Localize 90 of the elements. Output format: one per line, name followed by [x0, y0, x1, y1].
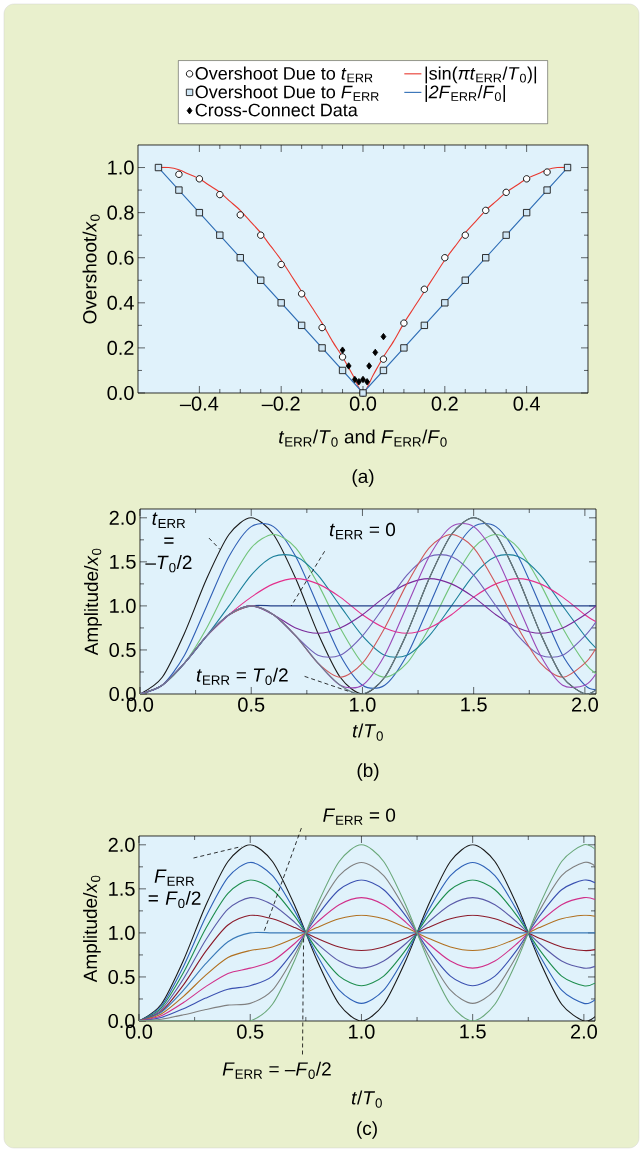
- point: [461, 276, 469, 284]
- point: [543, 168, 551, 176]
- x-tick-label: 1.5: [461, 697, 487, 712]
- point: [563, 163, 572, 172]
- x-tick-label: –0.4: [179, 396, 219, 411]
- point: [380, 332, 387, 341]
- y-tick-label: 2.0: [108, 837, 135, 852]
- y-tick-label: 1.0: [110, 598, 136, 613]
- point: [522, 208, 531, 217]
- legend-label: Overshoot Due to t$_{ERR}$: [195, 66, 373, 83]
- x-tick-label: 2.0: [570, 1024, 597, 1039]
- point: [400, 319, 408, 327]
- point: [175, 170, 183, 178]
- point: [356, 378, 362, 386]
- point: [216, 190, 224, 199]
- annotation: t$_{ERR}$ = 0: [329, 522, 396, 540]
- point: [257, 276, 265, 284]
- y-tick-label: 0.4: [107, 295, 134, 310]
- annotation: t$_{ERR}$ = –T$_{0}$/2: [145, 512, 192, 573]
- point: [277, 260, 285, 269]
- annotation: t$_{ERR}$ = T$_{0}$/2: [196, 667, 288, 685]
- point: [482, 254, 490, 262]
- annotation: F$_{ERR}$ = –F$_{0}$/2: [222, 1061, 331, 1079]
- point: [461, 231, 469, 239]
- point: [351, 375, 358, 384]
- y-tick-label: 0.6: [107, 250, 134, 265]
- y-tick-label: 2.0: [109, 510, 136, 525]
- point: [522, 175, 531, 183]
- point: [154, 163, 163, 172]
- legend-label: |2F$_{ERR}$/F$_{0}$|: [425, 85, 505, 102]
- point: [345, 362, 352, 370]
- point: [379, 355, 388, 363]
- legend-label: Cross-Connect Data: [195, 103, 358, 117]
- x-tick-label: 0.5: [238, 697, 265, 712]
- text: (b): [357, 763, 379, 781]
- x-tick-label: 2.0: [571, 697, 598, 712]
- point: [379, 366, 388, 375]
- x-axis-title: t/T$_{0}$: [351, 1090, 382, 1108]
- point: [338, 366, 347, 375]
- point: [195, 175, 204, 183]
- x-tick-label: 0.2: [431, 396, 458, 411]
- point: [318, 344, 326, 352]
- point: [441, 254, 449, 262]
- x-tick-label: 1.0: [350, 697, 376, 712]
- text: (c): [357, 1121, 377, 1139]
- annotation: F$_{ERR}$ = 0: [323, 808, 396, 825]
- point: [502, 231, 510, 239]
- y-tick-label: 1.0: [109, 925, 135, 940]
- point: [543, 186, 551, 194]
- point: [297, 321, 306, 330]
- point: [420, 285, 429, 293]
- point: [482, 206, 490, 215]
- point: [420, 321, 429, 330]
- point: [364, 378, 370, 386]
- point: [339, 346, 346, 354]
- x-tick-label: –0.2: [261, 396, 300, 411]
- point: [502, 188, 510, 196]
- point: [318, 323, 326, 332]
- point: [195, 208, 204, 217]
- y-tick-label: 1.5: [109, 881, 135, 896]
- y-tick-label: 0.0: [107, 385, 134, 401]
- point: [175, 186, 183, 194]
- text: t$_{ERR}$/T$_{0}$ and F$_{ERR}$/F$_{0}$: [279, 429, 447, 447]
- point: [257, 231, 265, 239]
- point: [372, 348, 379, 357]
- point: [236, 254, 244, 262]
- annotation: F$_{ERR}$ = F$_{0}$/2: [148, 869, 201, 909]
- x-axis-title: t/T$_{0}$: [352, 723, 383, 741]
- legend-label: Overshoot Due to F$_{ERR}$: [195, 85, 379, 101]
- x-tick-label: 0.0: [349, 396, 377, 411]
- point: [297, 290, 306, 298]
- point: [236, 211, 244, 219]
- point: [216, 231, 224, 239]
- point: [400, 344, 408, 352]
- point: [277, 299, 285, 307]
- text: (a): [352, 469, 374, 487]
- point: [366, 362, 372, 370]
- x-tick-label: 1.5: [460, 1024, 486, 1039]
- y-tick-label: 1.5: [110, 554, 136, 569]
- y-tick-label: 0.5: [108, 969, 135, 985]
- x-tick-label: 1.0: [349, 1024, 375, 1039]
- legend-label: |sin(πt$_{ERR}$/T$_{0}$)|: [425, 66, 537, 84]
- y-tick-label: 0.8: [107, 205, 134, 220]
- y-tick-label: 1.0: [108, 160, 134, 175]
- y-tick-label: 0.5: [109, 642, 136, 658]
- x-tick-label: 0.4: [513, 396, 540, 411]
- y-tick-label: 0.2: [107, 340, 134, 355]
- x-tick-label: 0.5: [237, 1024, 264, 1039]
- point: [338, 353, 347, 361]
- point: [441, 299, 449, 307]
